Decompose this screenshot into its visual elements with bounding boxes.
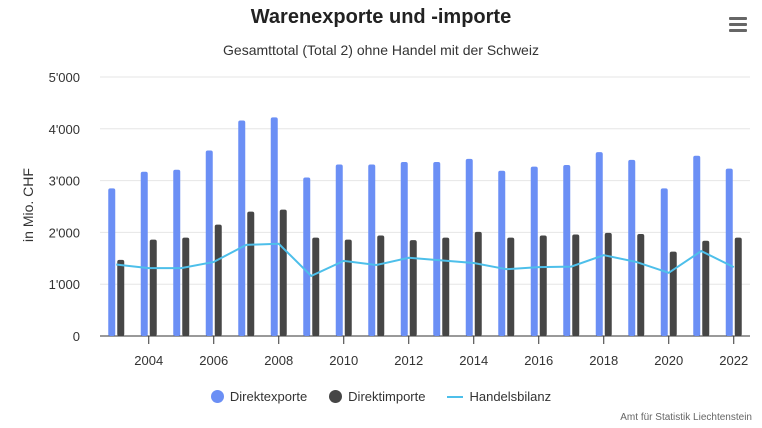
y-tick-label: 4'000 [49,122,80,137]
bar-exports-2018[interactable] [595,152,603,336]
y-tick-label: 3'000 [49,174,80,189]
bar-imports-2004[interactable] [149,239,157,336]
bar-imports-2009[interactable] [312,237,320,336]
y-axis-ticks: 0 1'000 2'000 3'000 4'000 5'000 [49,70,80,344]
bar-imports-2019[interactable] [637,233,645,336]
bar-exports-2013[interactable] [433,161,441,336]
bar-exports-2009[interactable] [303,177,311,336]
bar-imports-2006[interactable] [214,224,222,336]
chart-title: Warenexporte und -importe [250,6,512,28]
bar-imports-2017[interactable] [572,234,580,336]
y-tick-label: 5'000 [49,70,80,85]
x-tick-label: 2014 [459,353,488,368]
x-axis-ticks: 2004 2006 2008 2010 2012 2014 2016 2018 2020 2022 [134,336,748,368]
x-tick-label: 2020 [654,353,683,368]
legend-label-exports: Direktexporte [229,389,308,404]
x-tick-label: 2018 [589,353,618,368]
bar-imports-2016[interactable] [539,235,547,336]
legend-label-imports: Direktimporte [348,389,426,404]
x-tick-label: 2022 [719,353,748,368]
legend-item-exports[interactable]: Direktexporte [210,389,308,404]
bar-exports-2017[interactable] [563,165,571,336]
legend-item-imports[interactable]: Direktimporte [329,389,425,404]
y-tick-label: 2'000 [49,225,80,240]
bar-exports-2021[interactable] [693,155,701,336]
bar-imports-2008[interactable] [279,209,287,336]
bar-exports-2012[interactable] [400,161,408,336]
hamburger-menu-icon[interactable] [726,14,750,36]
bar-exports-2016[interactable] [530,166,538,336]
bar-exports-2004[interactable] [140,171,148,336]
credits[interactable]: Amt für Statistik Liechtenstein [620,412,752,423]
bar-imports-2005[interactable] [182,237,190,336]
legend: Direktexporte Direktimporte Handelsbilan… [0,389,762,404]
legend-symbol-exports [210,390,224,403]
bar-exports-2022[interactable] [725,168,733,336]
legend-label-balance: Handelsbilanz [469,389,552,404]
bar-exports-2006[interactable] [205,150,213,336]
x-tick-label: 2016 [524,353,553,368]
bar-imports-2014[interactable] [474,231,482,336]
bar-exports-2003[interactable] [108,188,116,336]
bar-exports-2015[interactable] [498,170,506,336]
y-tick-label: 1'000 [49,277,80,292]
bar-imports-2003[interactable] [117,259,125,336]
bar-imports-2015[interactable] [507,237,515,336]
legend-symbol-imports [329,390,343,403]
line-balance[interactable] [116,242,735,278]
x-tick-label: 2004 [134,353,163,368]
bar-imports-2012[interactable] [409,240,417,336]
y-axis-title: in Mio. CHF [20,168,36,242]
x-tick-label: 2006 [199,353,228,368]
bar-imports-2007[interactable] [247,211,255,336]
bar-imports-2010[interactable] [344,239,352,336]
bar-exports-2007[interactable] [238,120,246,337]
bar-exports-2014[interactable] [465,158,473,336]
bar-imports-2011[interactable] [377,235,385,336]
bar-imports-2018[interactable] [604,232,612,336]
balance-line [116,242,735,278]
x-tick-label: 2008 [264,353,293,368]
bar-imports-2013[interactable] [442,237,450,336]
bar-imports-2021[interactable] [702,240,710,336]
legend-item-balance[interactable]: Handelsbilanz [447,389,551,404]
y-tick-label: 0 [73,329,80,344]
bar-imports-2020[interactable] [669,251,677,336]
bar-exports-2020[interactable] [660,188,668,336]
bar-exports-2011[interactable] [368,164,376,336]
x-tick-label: 2010 [329,353,358,368]
bar-exports-2005[interactable] [173,169,181,336]
grid-lines [100,76,750,337]
chart-subtitle: Gesamttotal (Total 2) ohne Handel mit de… [223,42,539,58]
bar-exports-2008[interactable] [270,117,278,337]
bars [108,117,742,337]
legend-symbol-balance [447,395,464,398]
x-tick-label: 2012 [394,353,423,368]
bar-imports-2022[interactable] [734,237,742,336]
bar-exports-2010[interactable] [335,164,343,336]
bar-exports-2019[interactable] [628,159,636,336]
